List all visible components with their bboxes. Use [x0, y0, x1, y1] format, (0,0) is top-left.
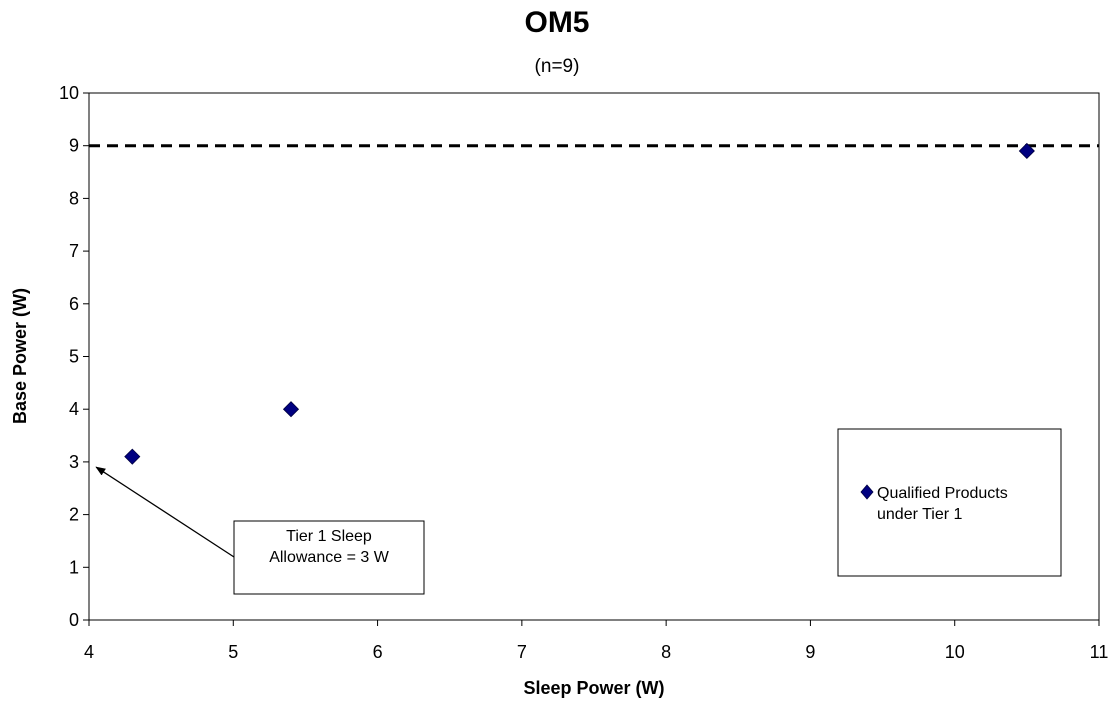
annotation-line-2: Allowance = 3 W [269, 549, 390, 566]
y-tick-label: 5 [69, 347, 79, 367]
chart-subtitle: (n=9) [535, 56, 580, 77]
x-tick-label: 4 [84, 642, 94, 662]
chart-title: OM5 [524, 6, 589, 39]
x-tick-label: 6 [373, 642, 383, 662]
y-tick-label: 8 [69, 188, 79, 208]
x-axis-ticks: 4 5 6 7 8 9 10 11 [84, 620, 1108, 662]
data-point [282, 401, 300, 418]
y-tick-label: 9 [69, 136, 79, 156]
x-tick-label: 10 [945, 642, 965, 662]
x-tick-label: 9 [805, 642, 815, 662]
x-tick-label: 7 [517, 642, 527, 662]
legend-marker [860, 484, 874, 500]
legend-label-line-1: Qualified Products [877, 485, 1008, 502]
y-tick-label: 4 [69, 399, 79, 419]
legend-frame [837, 428, 1062, 577]
x-axis-title: Sleep Power (W) [523, 678, 664, 698]
x-tick-label: 11 [1090, 642, 1109, 662]
y-axis-title: Base Power (W) [10, 288, 30, 424]
y-tick-label: 2 [69, 505, 79, 525]
y-tick-label: 0 [69, 610, 79, 630]
y-tick-label: 10 [59, 83, 79, 103]
y-tick-label: 3 [69, 452, 79, 472]
legend: Qualified Products under Tier 1 [837, 428, 1062, 577]
data-point [1018, 142, 1035, 160]
data-point [124, 448, 141, 465]
x-tick-label: 5 [228, 642, 238, 662]
annotation-box: Tier 1 Sleep Allowance = 3 W [95, 466, 425, 595]
y-tick-label: 6 [69, 294, 79, 314]
y-tick-label: 7 [69, 241, 79, 261]
annotation-arrow [95, 466, 235, 558]
legend-label-line-2: under Tier 1 [877, 506, 962, 523]
annotation-frame [233, 520, 425, 595]
data-points [124, 142, 1035, 465]
x-tick-label: 8 [661, 642, 671, 662]
y-tick-label: 1 [69, 557, 79, 577]
y-axis-ticks: 0 1 2 3 4 5 6 7 8 9 10 [59, 83, 89, 630]
annotation-line-1: Tier 1 Sleep [286, 528, 372, 545]
